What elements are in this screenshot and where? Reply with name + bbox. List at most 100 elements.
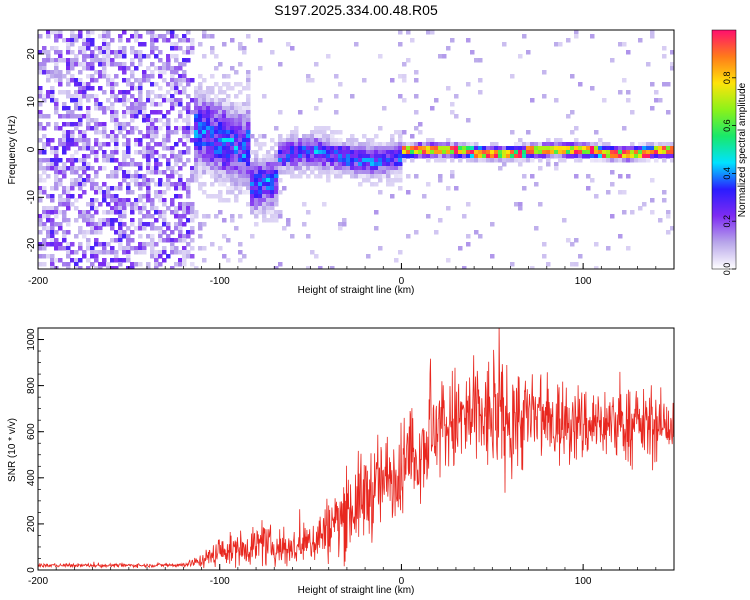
spectrogram-cell (190, 262, 195, 267)
spectrogram-cell (558, 138, 563, 143)
spectrogram-cell (562, 158, 567, 163)
spectrogram-cell (98, 62, 103, 67)
spectrogram-cell (54, 178, 59, 183)
spectrogram-cell (158, 238, 163, 243)
spectrogram-cell (466, 242, 471, 247)
spectrogram-cell (258, 210, 263, 215)
spectrogram-cell (202, 30, 207, 35)
spectrogram-cell (226, 134, 231, 139)
spectrogram-cell (186, 242, 191, 247)
spectrogram-cell (310, 162, 315, 167)
spectrogram-cell (174, 170, 179, 175)
spectrogram-cell (214, 110, 219, 115)
spectrogram-cell (374, 154, 379, 159)
spectrogram-cell (38, 122, 43, 127)
spectrogram-cell (438, 154, 443, 159)
spectrogram-cell (54, 214, 59, 219)
spectrogram-cell (286, 142, 291, 147)
spectrogram-cell (186, 114, 191, 119)
spectrogram-cell (146, 242, 151, 247)
spectrogram-cell (118, 262, 123, 267)
spectrogram-cell (250, 190, 255, 195)
spectrogram-cell (110, 86, 115, 91)
spectrogram-cell (606, 142, 611, 147)
spectrogram-cell (158, 110, 163, 115)
spectrogram-cell (218, 118, 223, 123)
spectrogram-cell (54, 174, 59, 179)
spectrogram-cell (82, 166, 87, 171)
spectrogram-cell (198, 174, 203, 179)
spectrogram-cell (94, 58, 99, 63)
spectrogram-cell (70, 66, 75, 71)
spectrogram-cell (318, 158, 323, 163)
spectrogram-cell (646, 62, 651, 67)
spectrogram-cell (46, 158, 51, 163)
snr-y-label: SNR (10 * v/v) (7, 418, 18, 482)
spectrogram-cell (106, 74, 111, 79)
spectrogram-cell (142, 54, 147, 59)
spectrogram-cell (462, 154, 467, 159)
spectrogram-cell (198, 182, 203, 187)
spectrogram-cell (66, 78, 71, 83)
spectrogram-cell (110, 106, 115, 111)
spectrogram-cell (246, 170, 251, 175)
spectrogram-cell (538, 154, 543, 159)
spectrogram-cell (82, 218, 87, 223)
spectrogram-cell (238, 62, 243, 67)
spectrogram-cell (206, 138, 211, 143)
spectrogram-cell (366, 158, 371, 163)
spectrogram-cell (258, 178, 263, 183)
spectrogram-cell (582, 150, 587, 155)
spectrogram-cell (38, 242, 43, 247)
spectrogram-cell (86, 110, 91, 115)
spectrogram-cell (234, 106, 239, 111)
spectrogram-cell (110, 114, 115, 119)
spectrogram-cell (370, 150, 375, 155)
spectrogram-cell (82, 114, 87, 119)
spectrogram-cell (150, 238, 155, 243)
spectrogram-cell (490, 254, 495, 259)
spectrogram-cell (238, 166, 243, 171)
spectrogram-cell (262, 158, 267, 163)
spectrogram-cell (114, 82, 119, 87)
spectrogram-cell (270, 186, 275, 191)
spectrogram-cell (178, 258, 183, 263)
spectrogram-cell (198, 98, 203, 103)
spectrogram-cell (262, 202, 267, 207)
spectrogram-cell (574, 150, 579, 155)
spectrogram-cell (130, 238, 135, 243)
spectrogram-cell (206, 214, 211, 219)
spectrogram-cell (62, 230, 67, 235)
spectrogram-cell (122, 70, 127, 75)
spectrogram-cell (206, 110, 211, 115)
spectrogram-cell (146, 122, 151, 127)
spectrogram-cell (46, 94, 51, 99)
spectrogram-cell (158, 58, 163, 63)
spectrogram-cell (338, 154, 343, 159)
spectrogram-cell (86, 30, 91, 35)
spectrogram-cell (70, 50, 75, 55)
spectrogram-cell (594, 242, 599, 247)
spectrogram-cell (146, 114, 151, 119)
spectrogram-cell (202, 190, 207, 195)
snr-frame (37, 327, 675, 571)
spectrogram-cell (510, 262, 515, 267)
spectrogram-cell (114, 74, 119, 79)
spectrogram-cell (162, 114, 167, 119)
spectrogram-cell (58, 222, 63, 227)
spectrogram-cell (246, 78, 251, 83)
spectrogram-cell (254, 206, 259, 211)
spectrogram-cell (86, 34, 91, 39)
spectrogram-cell (622, 190, 627, 195)
spectrogram-cell (74, 150, 79, 155)
colorbar-tick-label: 0.0 (722, 263, 732, 276)
spectrogram-cell (246, 74, 251, 79)
spectrogram-cell (166, 62, 171, 67)
spectrogram-cell (46, 254, 51, 259)
spectrogram-cell (70, 154, 75, 159)
spectrogram-cell (158, 102, 163, 107)
spectrogram-cell (254, 142, 259, 147)
spectrogram-cell (226, 126, 231, 131)
spectrogram-cell (138, 138, 143, 143)
spectrogram-cell (214, 114, 219, 119)
